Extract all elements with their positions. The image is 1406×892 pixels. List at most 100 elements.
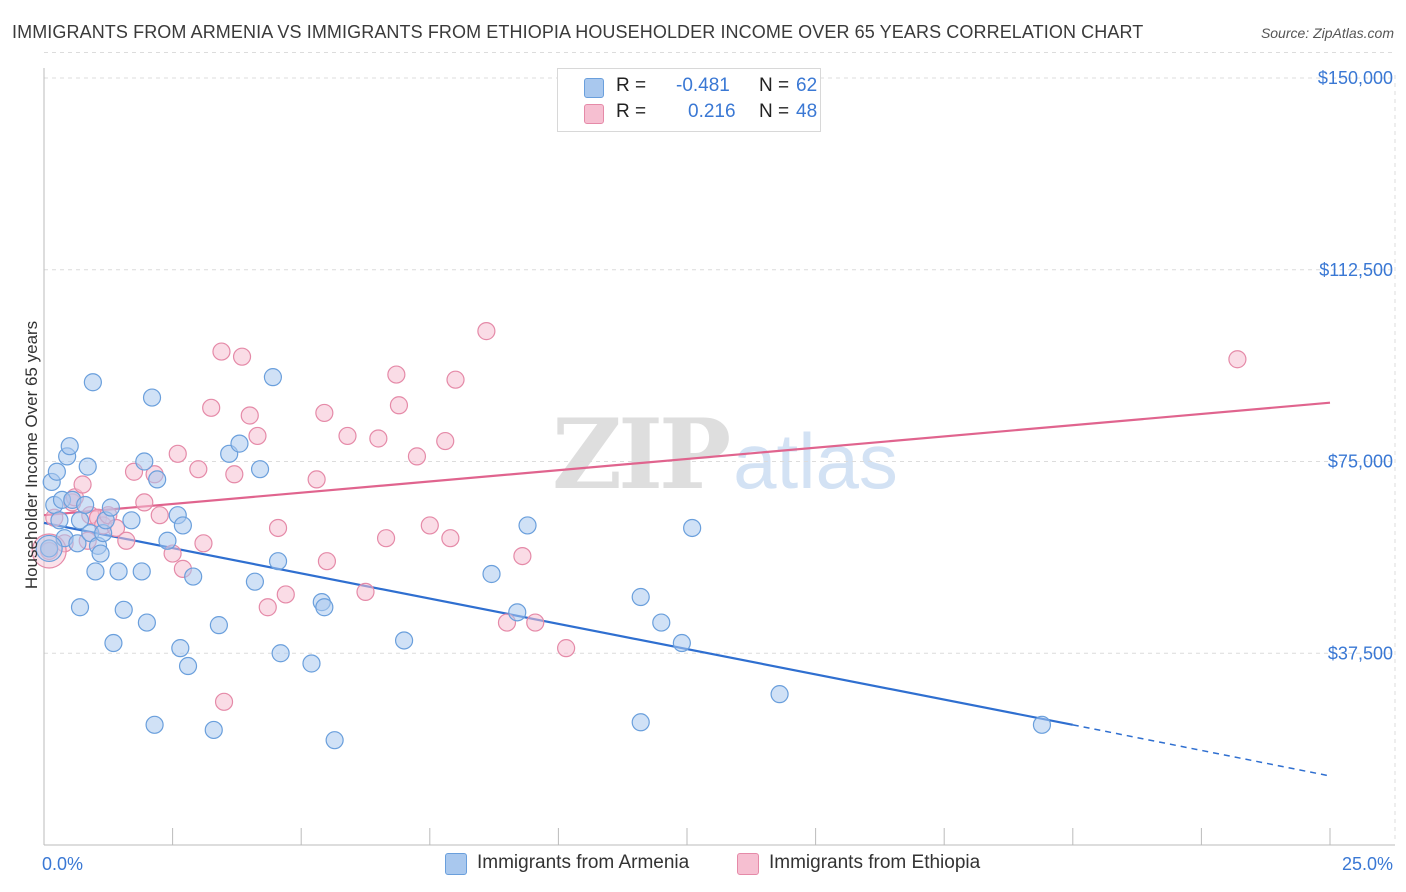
ethiopia-point <box>420 516 439 535</box>
ethiopia-point <box>248 426 267 446</box>
ethiopia-point <box>135 493 154 512</box>
armenia-point <box>325 731 344 750</box>
ethiopia-point <box>307 470 326 489</box>
armenia-point <box>271 644 290 663</box>
legend-n-label: N = <box>759 75 790 96</box>
ethiopia-point <box>557 639 576 658</box>
axes <box>43 68 1395 846</box>
legend-n-label: N = <box>759 101 790 122</box>
ethiopia-point <box>189 460 208 479</box>
ethiopia-point <box>276 585 295 604</box>
correlation-legend: R = -0.481 N = 62 R = 0.216 N = 48 <box>557 68 821 132</box>
armenia-point <box>122 511 141 530</box>
x-tick-label: 0.0% <box>42 854 83 874</box>
ethiopia-point <box>387 365 406 384</box>
watermark: ZIPatlas <box>552 398 898 511</box>
ethiopia-point <box>150 506 169 525</box>
ethiopia-swatch <box>584 104 604 124</box>
ethiopia-trend-line <box>43 401 1331 517</box>
armenia-point <box>47 462 66 481</box>
y-tick-labels: $37,500 $75,000 $112,500 $150,000 <box>1318 68 1393 663</box>
y-tick-label: $112,500 <box>1319 260 1393 280</box>
watermark-atlas: atlas <box>733 417 898 505</box>
armenia-point <box>158 531 177 550</box>
ethiopia-point <box>407 447 427 466</box>
armenia-point <box>652 613 671 632</box>
armenia-point <box>114 600 133 619</box>
legend-r-value: 0.216 <box>688 101 736 122</box>
ethiopia-point <box>214 692 234 711</box>
y-tick-label: $150,000 <box>1318 68 1393 88</box>
ethiopia-legend-swatch <box>737 853 759 875</box>
armenia-point <box>76 495 95 515</box>
ethiopia-point <box>369 429 388 448</box>
armenia-point <box>104 633 123 653</box>
armenia-point <box>109 562 128 581</box>
ethiopia-point <box>268 518 288 538</box>
armenia-point <box>135 452 154 471</box>
armenia-point <box>70 598 90 617</box>
armenia-legend-label: Immigrants from Armenia <box>477 852 690 873</box>
armenia-point <box>40 539 59 558</box>
chart-title: IMMIGRANTS FROM ARMENIA VS IMMIGRANTS FR… <box>12 22 1144 42</box>
armenia-trend-extension <box>1072 724 1331 777</box>
x-tick-labels: 0.0% 25.0% <box>42 854 1393 874</box>
ethiopia-point <box>338 426 357 446</box>
armenia-point <box>148 470 167 489</box>
ethiopia-point <box>376 529 396 548</box>
armenia-point <box>83 373 102 392</box>
armenia-point <box>173 516 192 535</box>
ethiopia-point <box>317 552 337 571</box>
ethiopia-points <box>31 322 1247 711</box>
armenia-point <box>142 388 162 407</box>
y-tick-label: $37,500 <box>1328 643 1393 663</box>
ethiopia-legend-label: Immigrants from Ethiopia <box>769 852 981 873</box>
ethiopia-point <box>315 403 334 423</box>
ethiopia-point <box>1228 350 1247 369</box>
armenia-point <box>184 567 203 586</box>
armenia-legend-swatch <box>445 853 467 875</box>
legend-n-value: 48 <box>796 101 818 122</box>
armenia-point <box>230 434 249 453</box>
armenia-point <box>209 616 228 635</box>
trend-lines <box>43 401 1331 777</box>
x-tick-label: 25.0% <box>1342 854 1393 874</box>
armenia-point <box>263 368 283 387</box>
armenia-point <box>482 564 501 584</box>
armenia-point <box>78 457 97 476</box>
legend-r-value: -0.481 <box>676 75 730 96</box>
watermark-zip: ZIP <box>552 398 731 511</box>
ethiopia-point <box>232 347 252 366</box>
ethiopia-point <box>513 546 532 566</box>
legend-r-label: R = <box>616 75 647 96</box>
ethiopia-point <box>212 342 231 361</box>
ethiopia-point <box>258 598 277 617</box>
legend-n-value: 62 <box>796 75 818 96</box>
ethiopia-point <box>240 406 259 425</box>
armenia-point <box>91 544 110 563</box>
ethiopia-point <box>73 475 92 494</box>
ethiopia-point <box>117 531 136 550</box>
armenia-point <box>518 516 537 535</box>
armenia-point <box>394 631 414 650</box>
ethiopia-point <box>436 431 455 451</box>
ethiopia-point <box>202 398 221 417</box>
armenia-point <box>50 511 69 530</box>
armenia-point <box>60 437 79 456</box>
armenia-point <box>250 460 270 479</box>
source-label: Source: ZipAtlas.com <box>1260 25 1394 41</box>
ethiopia-point <box>389 396 409 415</box>
ethiopia-point <box>225 465 244 484</box>
armenia-point <box>315 598 334 617</box>
ethiopia-point <box>477 322 496 341</box>
y-axis-title: Householder Income Over 65 years <box>22 321 41 589</box>
armenia-point <box>672 633 691 653</box>
armenia-point <box>631 713 650 732</box>
armenia-point <box>86 562 105 581</box>
ethiopia-point <box>446 370 465 389</box>
ethiopia-point <box>356 582 375 601</box>
armenia-point <box>268 552 288 571</box>
legend-r-label: R = <box>616 101 647 122</box>
series-legend: Immigrants from Armenia Immigrants from … <box>0 852 1406 878</box>
